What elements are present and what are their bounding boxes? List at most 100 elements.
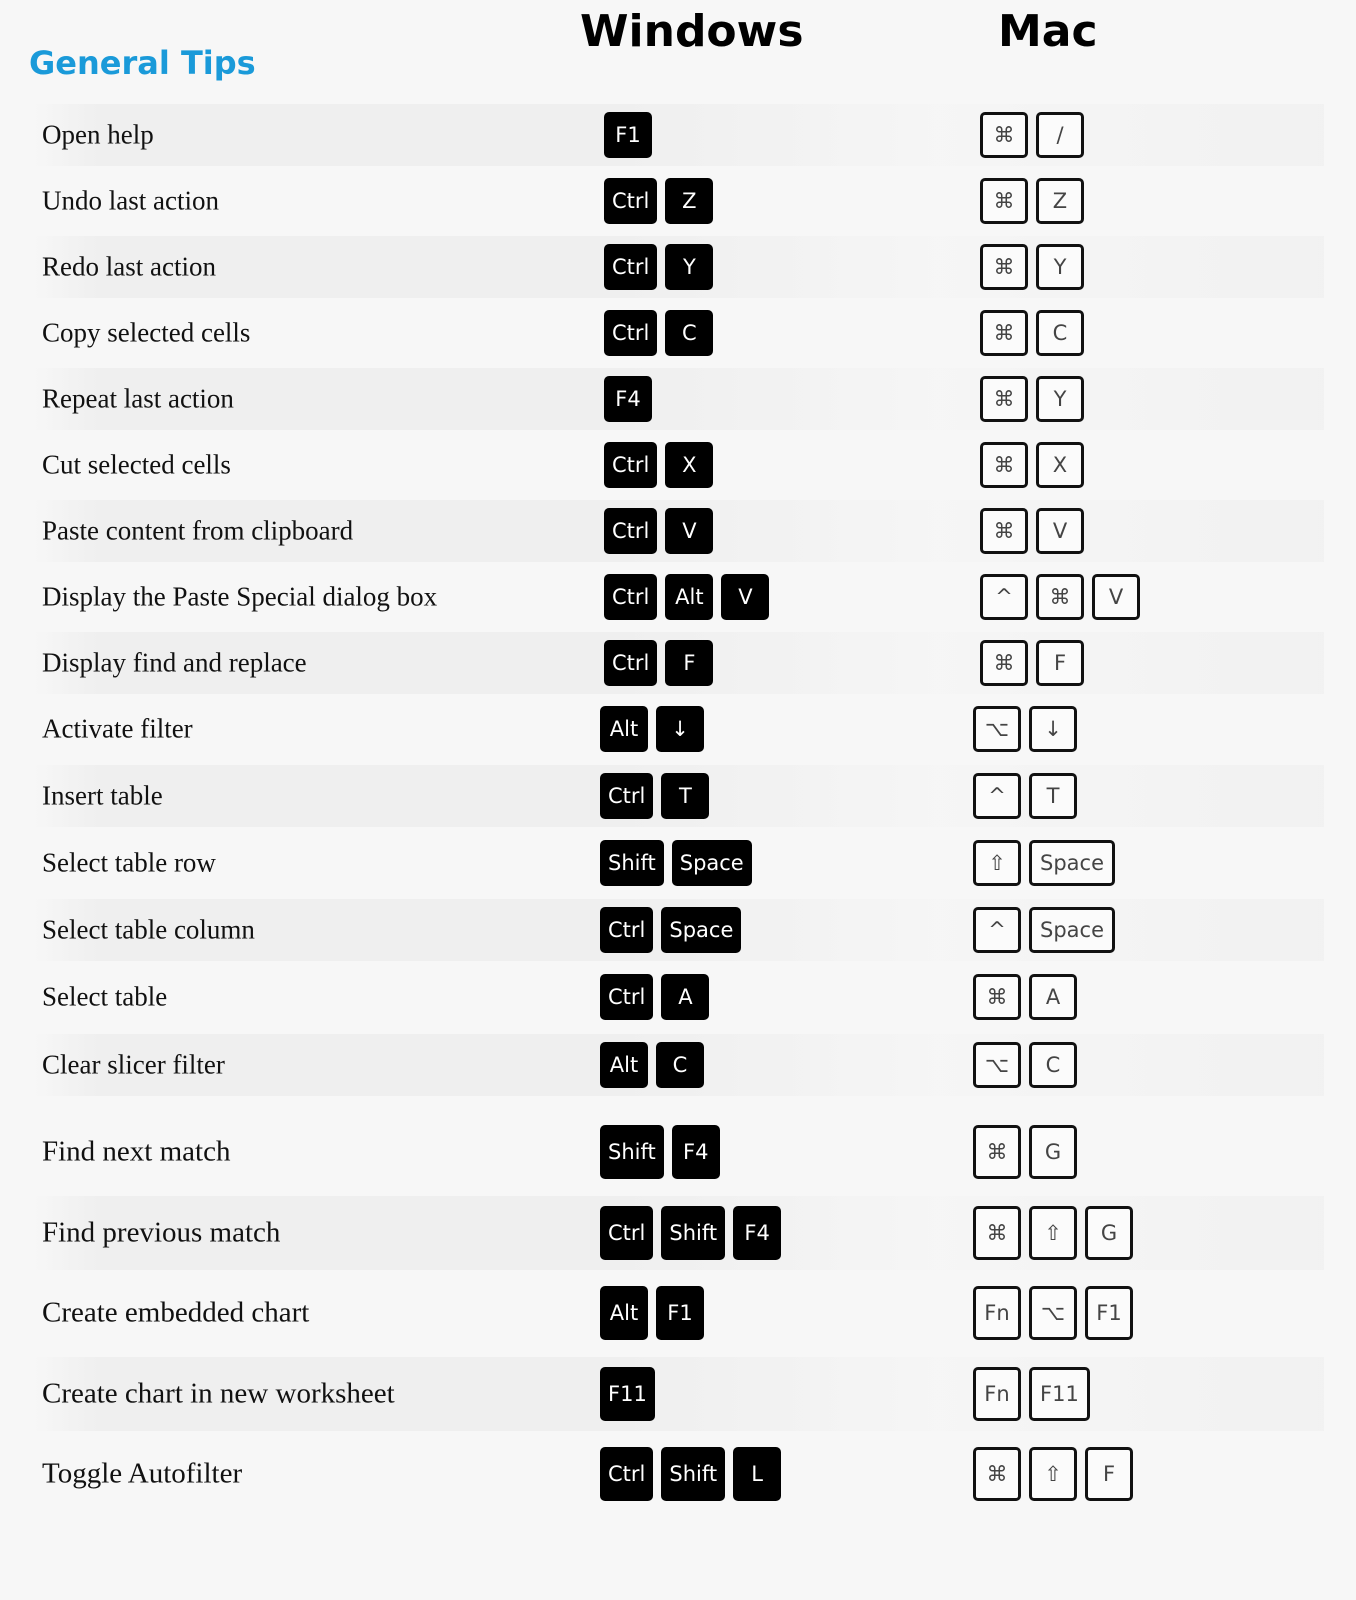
mac-key: G <box>1085 1206 1133 1260</box>
shortcut-action: Undo last action <box>42 185 219 216</box>
shortcut-action: Cut selected cells <box>42 449 231 480</box>
mac-keys: ⌘ X <box>980 442 1084 488</box>
mac-key: T <box>1029 773 1077 819</box>
shortcut-action: Select table column <box>42 914 255 945</box>
mac-key: ⇧ <box>973 840 1021 886</box>
shortcut-action: Paste content from clipboard <box>42 515 354 546</box>
windows-key: L <box>733 1447 782 1501</box>
windows-key: ↓ <box>656 706 704 752</box>
windows-keys: Ctrl X <box>604 442 714 488</box>
mac-key: Y <box>1036 244 1084 290</box>
shortcut-row: Repeat last action F4 ⌘ Y <box>34 368 1324 430</box>
windows-key: A <box>661 974 710 1020</box>
windows-keys: Ctrl T <box>600 773 710 819</box>
mac-keys: ⌘ V <box>980 508 1084 554</box>
mac-key: ⌘ <box>980 310 1028 356</box>
shortcut-action: Copy selected cells <box>42 317 251 348</box>
mac-keys: ⌘ C <box>980 310 1084 356</box>
mac-key: Fn <box>973 1286 1021 1340</box>
shortcut-row: Create embedded chart Alt F1 Fn ⌥ F1 <box>34 1276 1324 1350</box>
shortcut-row: Redo last action Ctrl Y ⌘ Y <box>34 236 1324 298</box>
mac-keys: ^ Space <box>973 907 1115 953</box>
mac-key: V <box>1092 574 1140 620</box>
windows-keys: Ctrl V <box>604 508 714 554</box>
windows-keys: Ctrl Alt V <box>604 574 770 620</box>
shortcut-row: Select table Ctrl A ⌘ A <box>34 966 1324 1028</box>
mac-key: ⌘ <box>980 178 1028 224</box>
mac-keys: ⌘ ⇧ F <box>973 1447 1133 1501</box>
shortcut-row: Insert table Ctrl T ^ T <box>34 765 1324 827</box>
windows-key: V <box>665 508 714 554</box>
mac-key: V <box>1036 508 1084 554</box>
mac-key: Z <box>1036 178 1084 224</box>
mac-keys: ⌘ / <box>980 112 1084 158</box>
shortcut-row: Cut selected cells Ctrl X ⌘ X <box>34 434 1324 496</box>
mac-keys: Fn ⌥ F1 <box>973 1286 1133 1340</box>
shortcut-action: Redo last action <box>42 251 216 282</box>
windows-key: Ctrl <box>604 574 658 620</box>
windows-key: F4 <box>604 376 652 422</box>
shortcut-action: Create embedded chart <box>42 1296 310 1329</box>
windows-keys: Ctrl A <box>600 974 710 1020</box>
mac-key: A <box>1029 974 1077 1020</box>
windows-key: Ctrl <box>600 907 654 953</box>
mac-key: Y <box>1036 376 1084 422</box>
mac-key: ⌘ <box>1036 574 1084 620</box>
shortcut-action: Select table row <box>42 847 216 878</box>
shortcut-action: Toggle Autofilter <box>42 1457 243 1490</box>
shortcut-row: Clear slicer filter Alt C ⌥ C <box>34 1034 1324 1096</box>
windows-column-header: Windows <box>580 6 804 57</box>
shortcut-action: Display the Paste Special dialog box <box>42 581 438 612</box>
shortcut-action: Find next match <box>42 1135 231 1168</box>
shortcut-row: Copy selected cells Ctrl C ⌘ C <box>34 302 1324 364</box>
windows-key: V <box>721 574 770 620</box>
mac-key: F <box>1036 640 1084 686</box>
windows-key: Z <box>665 178 714 224</box>
mac-key: ⌥ <box>973 706 1021 752</box>
mac-key: ⇧ <box>1029 1447 1077 1501</box>
mac-key: X <box>1036 442 1084 488</box>
shortcut-row: Paste content from clipboard Ctrl V ⌘ V <box>34 500 1324 562</box>
windows-key: Ctrl <box>604 310 658 356</box>
windows-keys: Shift F4 <box>600 1125 720 1179</box>
windows-keys: Alt F1 <box>600 1286 704 1340</box>
mac-keys: ⌘ Z <box>980 178 1084 224</box>
shortcut-row: Find next match Shift F4 ⌘ G <box>34 1115 1324 1189</box>
mac-key: C <box>1029 1042 1077 1088</box>
shortcut-action: Repeat last action <box>42 383 234 414</box>
mac-key: ⌘ <box>980 640 1028 686</box>
shortcut-row: Display find and replace Ctrl F ⌘ F <box>34 632 1324 694</box>
shortcut-action: Activate filter <box>42 713 193 744</box>
windows-keys: F4 <box>604 376 652 422</box>
windows-key: Alt <box>600 1286 648 1340</box>
windows-keys: Ctrl F <box>604 640 714 686</box>
mac-key: ⌘ <box>980 244 1028 290</box>
windows-keys: Alt C <box>600 1042 704 1088</box>
mac-key: ^ <box>980 574 1028 620</box>
windows-key: Alt <box>600 706 648 752</box>
windows-key: C <box>665 310 714 356</box>
mac-key: ⌘ <box>973 1125 1021 1179</box>
windows-key: F1 <box>604 112 652 158</box>
windows-key: Ctrl <box>604 442 658 488</box>
windows-key: Shift <box>661 1206 726 1260</box>
windows-keys: Ctrl C <box>604 310 714 356</box>
windows-key: T <box>661 773 710 819</box>
windows-key: Shift <box>600 840 664 886</box>
shortcut-row: Create chart in new worksheet F11 Fn F11 <box>34 1357 1324 1431</box>
mac-keys: ⌘ G <box>973 1125 1077 1179</box>
mac-keys: ^ T <box>973 773 1077 819</box>
mac-key: F1 <box>1085 1286 1133 1340</box>
mac-key: ⌘ <box>980 442 1028 488</box>
shortcut-row: Activate filter Alt ↓ ⌥ ↓ <box>34 698 1324 760</box>
mac-key: ⌘ <box>980 508 1028 554</box>
mac-key: ⌘ <box>973 1447 1021 1501</box>
windows-key: C <box>656 1042 704 1088</box>
windows-key: Ctrl <box>600 773 654 819</box>
shortcut-action: Select table <box>42 981 168 1012</box>
windows-key: Ctrl <box>600 974 654 1020</box>
windows-key: Alt <box>600 1042 648 1088</box>
mac-key: F <box>1085 1447 1133 1501</box>
windows-keys: Ctrl Y <box>604 244 714 290</box>
mac-keys: ⌘ Y <box>980 376 1084 422</box>
